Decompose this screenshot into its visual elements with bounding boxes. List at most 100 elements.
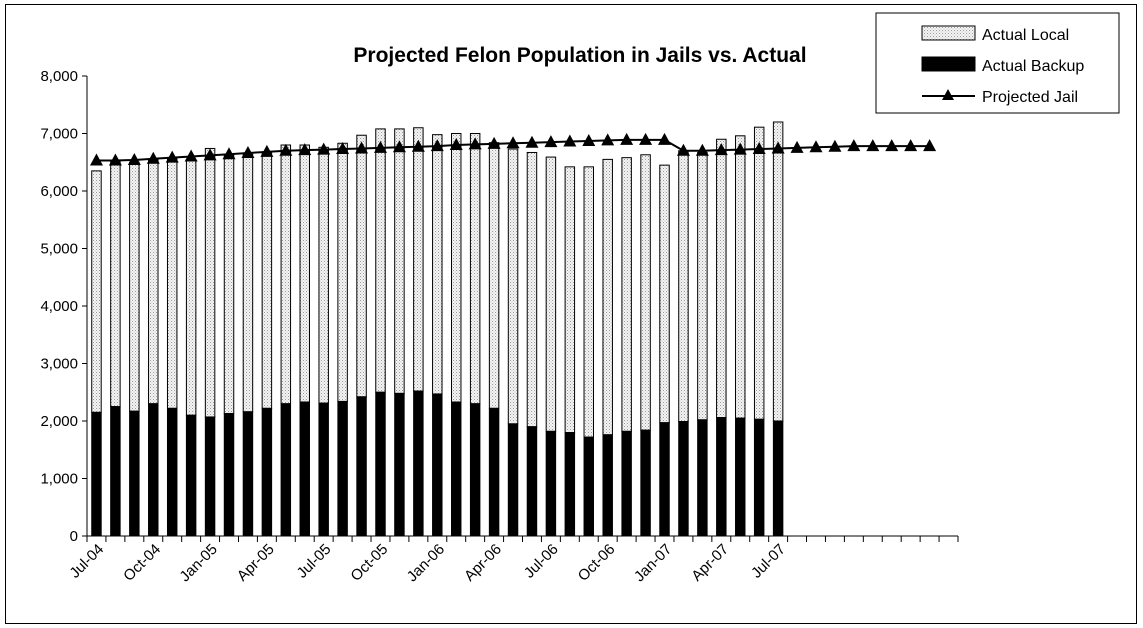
bar-actual-local bbox=[356, 134, 367, 398]
x-tick-label: Jan-07 bbox=[631, 541, 675, 585]
bar-actual-backup bbox=[242, 411, 254, 537]
x-tick-label: Oct-04 bbox=[120, 541, 164, 585]
y-tick-label: 0 bbox=[70, 528, 78, 545]
projected-jail-point bbox=[525, 135, 539, 148]
chart-title: Projected Felon Population in Jails vs. … bbox=[353, 44, 806, 67]
bar-actual-backup bbox=[91, 411, 102, 537]
projected-jail-point bbox=[847, 139, 861, 152]
bar-actual-backup bbox=[337, 400, 348, 537]
projected-jail-point bbox=[733, 142, 747, 155]
bar-actual-backup bbox=[129, 410, 140, 537]
bar-actual-local bbox=[545, 156, 557, 432]
bar-actual-local bbox=[678, 150, 689, 423]
projected-jail-point bbox=[355, 141, 369, 154]
projected-jail-point bbox=[336, 142, 350, 155]
bar-actual-local bbox=[166, 157, 178, 409]
projected-jail-point bbox=[695, 143, 709, 156]
y-tick-label: 7,000 bbox=[40, 126, 78, 143]
projected-jail-point bbox=[544, 135, 558, 148]
bar-actual-backup bbox=[602, 434, 613, 537]
projected-jail-point bbox=[866, 139, 880, 152]
y-tick-label: 5,000 bbox=[40, 241, 78, 258]
bar-actual-backup bbox=[450, 401, 462, 537]
bar-actual-backup bbox=[375, 391, 386, 537]
projected-jail-point bbox=[582, 133, 596, 146]
projected-jail-point bbox=[430, 139, 444, 152]
bar-actual-backup bbox=[432, 393, 443, 537]
projected-jail-point bbox=[279, 143, 293, 156]
x-tick-label: Apr-07 bbox=[688, 541, 732, 585]
projected-jail-point bbox=[165, 150, 179, 163]
legend-label-projected-jail: Projected Jail bbox=[982, 89, 1078, 106]
bar-actual-local bbox=[583, 166, 595, 438]
bar-actual-local bbox=[772, 121, 784, 422]
projected-jail-point bbox=[449, 138, 463, 150]
bar-actual-backup bbox=[716, 417, 727, 537]
projected-jail-point bbox=[203, 148, 217, 161]
bar-actual-backup bbox=[413, 390, 424, 537]
bar-actual-backup bbox=[697, 419, 708, 537]
bar-actual-local bbox=[640, 154, 651, 431]
x-axis: Jul-04 Oct-04 Jan-05 Apr-05 Jul-05 Oct-05 Jan-… bbox=[66, 535, 959, 585]
projected-jail-point bbox=[127, 152, 141, 165]
legend-label-actual-backup: Actual Backup bbox=[982, 58, 1084, 75]
projected-jail-point bbox=[752, 142, 766, 155]
bar-actual-local bbox=[450, 133, 462, 403]
legend-marker-projected-jail bbox=[942, 89, 954, 100]
bar-actual-local bbox=[129, 161, 140, 412]
x-tick-label: Jul-04 bbox=[66, 541, 107, 582]
y-axis: 0 1,000 2,000 3,000 4,000 5,000 6,000 7,000 8,00… bbox=[40, 68, 88, 545]
y-tick-label: 2,000 bbox=[40, 413, 78, 430]
chart-frame bbox=[5, 4, 1137, 624]
bar-actual-local bbox=[110, 161, 121, 408]
projected-jail-point bbox=[298, 143, 312, 156]
projected-jail-point bbox=[923, 139, 937, 152]
bar-actual-backup bbox=[753, 418, 765, 537]
bar-actual-local bbox=[488, 142, 500, 409]
x-tick-label: Jan-05 bbox=[176, 541, 220, 585]
projected-jail-point bbox=[563, 134, 577, 147]
bar-actual-local bbox=[375, 128, 386, 393]
x-tick-label: Apr-06 bbox=[461, 541, 505, 585]
projected-jail-point bbox=[184, 149, 198, 162]
projected-jail-point bbox=[108, 153, 122, 166]
bar-actual-backup bbox=[110, 406, 121, 537]
x-tick-label: Apr-05 bbox=[234, 541, 278, 585]
bar-actual-backup bbox=[507, 423, 519, 537]
projected-jail-point bbox=[222, 147, 236, 160]
x-tick-label: Oct-05 bbox=[347, 541, 391, 585]
bar-actual-local bbox=[602, 158, 613, 436]
bar-actual-local bbox=[659, 164, 670, 424]
projected-jail-point bbox=[620, 132, 634, 145]
bar-actual-local bbox=[469, 133, 481, 405]
bar-actual-local bbox=[753, 126, 765, 420]
bar-actual-local bbox=[337, 142, 348, 402]
bar-actual-local bbox=[91, 170, 102, 413]
projected-jail-point bbox=[241, 146, 255, 159]
bar-actual-backup bbox=[261, 407, 273, 537]
projected-line bbox=[89, 132, 937, 166]
bars bbox=[91, 121, 784, 537]
bar-actual-backup bbox=[469, 403, 481, 537]
bar-actual-local bbox=[432, 134, 443, 395]
bar-actual-backup bbox=[185, 414, 197, 537]
bar-actual-local bbox=[242, 153, 254, 413]
bar-actual-backup bbox=[659, 422, 670, 537]
bar-actual-backup bbox=[280, 403, 292, 537]
bar-actual-backup bbox=[678, 421, 689, 537]
bar-actual-local bbox=[148, 159, 159, 405]
projected-jail-point bbox=[146, 151, 160, 164]
bar-actual-local bbox=[185, 159, 197, 416]
projected-jail-point bbox=[790, 140, 804, 153]
bar-actual-local bbox=[223, 154, 235, 415]
projected-jail-point bbox=[89, 153, 103, 166]
bar-actual-local bbox=[318, 146, 329, 404]
projected-jail-point bbox=[392, 140, 406, 153]
projected-jail-point bbox=[411, 139, 425, 152]
bar-actual-local bbox=[299, 144, 310, 403]
y-tick-label: 3,000 bbox=[40, 356, 78, 373]
x-tick-label: Oct-06 bbox=[575, 541, 619, 585]
bar-actual-backup bbox=[394, 392, 405, 537]
projected-jail-point bbox=[809, 140, 823, 153]
